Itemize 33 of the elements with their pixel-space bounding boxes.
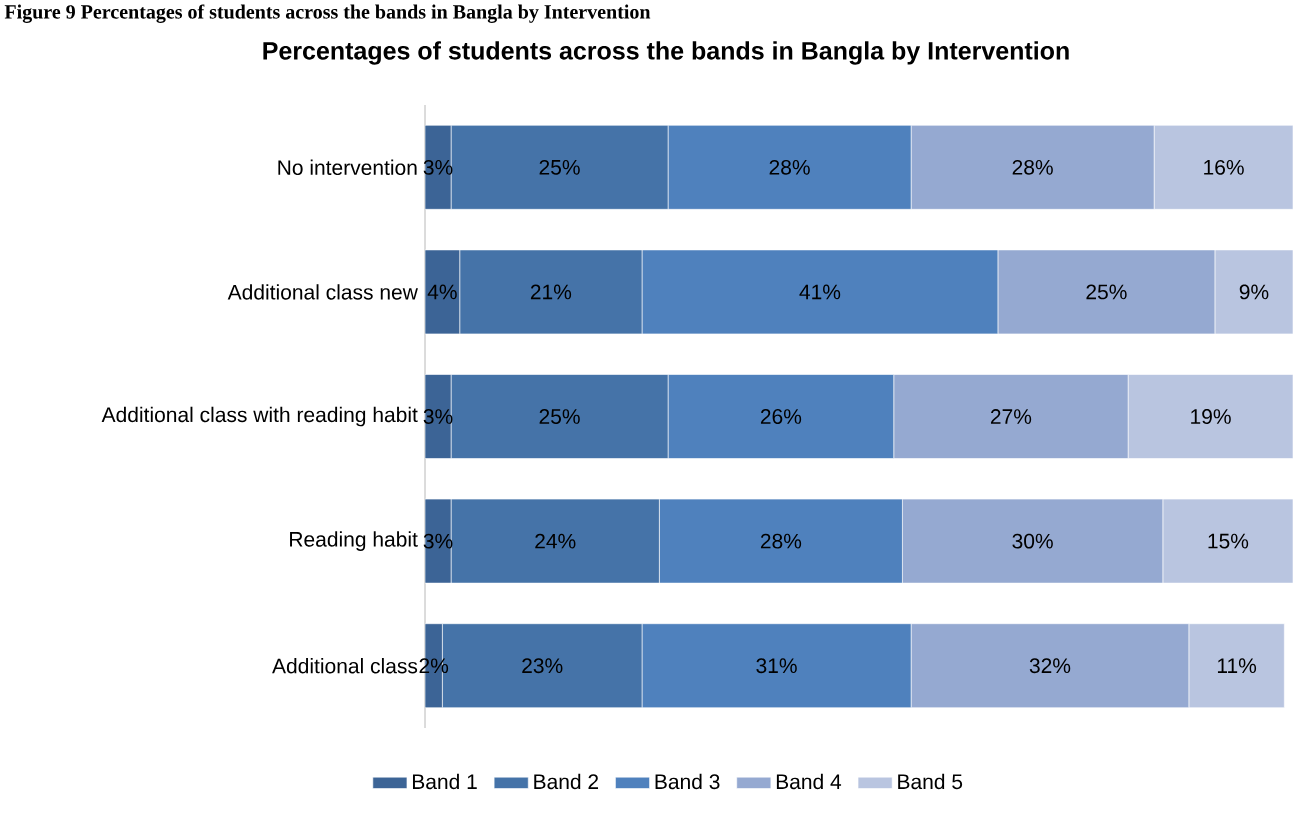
data-label: 26% bbox=[760, 409, 802, 424]
data-label: 28% bbox=[1012, 159, 1053, 175]
data-label: 21% bbox=[530, 284, 572, 300]
data-label: 24% bbox=[535, 533, 576, 549]
legend-label: Band 1 bbox=[412, 773, 477, 790]
data-label: 4% bbox=[427, 284, 457, 300]
legend-label: Band 2 bbox=[534, 773, 599, 790]
data-label: 32% bbox=[1029, 658, 1071, 674]
chart-title: Percentages of students across the bands in Bangla by Intervention bbox=[263, 41, 1069, 65]
data-label: 19% bbox=[1191, 409, 1231, 424]
caption: Figure 9 Percentages of students across the bands in Bangla by Intervention bbox=[4, 4, 651, 23]
data-label: 31% bbox=[756, 658, 797, 674]
y-tick-label: Additional class bbox=[272, 658, 418, 674]
data-label: 15% bbox=[1208, 533, 1249, 549]
y-tick-label: Additional class with reading habit bbox=[101, 406, 418, 427]
data-label: 25% bbox=[539, 159, 580, 175]
data-label: 28% bbox=[760, 533, 802, 549]
data-label: 41% bbox=[799, 284, 841, 300]
data-label: 27% bbox=[990, 409, 1032, 424]
y-tick-label: No intervention bbox=[278, 159, 417, 176]
data-label: 11% bbox=[1217, 658, 1257, 674]
data-label: 23% bbox=[522, 658, 563, 674]
data-label: 25% bbox=[539, 409, 580, 424]
data-label: 9% bbox=[1239, 284, 1269, 300]
legend-label: Band 4 bbox=[776, 773, 842, 790]
legend-label: Band 3 bbox=[655, 773, 720, 790]
y-tick-label: Reading habit bbox=[290, 531, 418, 551]
data-label: 28% bbox=[769, 159, 810, 175]
legend-label: Band 5 bbox=[898, 773, 963, 790]
data-label: 16% bbox=[1204, 159, 1244, 175]
y-tick-label: Additional class new bbox=[227, 284, 418, 300]
data-label: 30% bbox=[1012, 533, 1053, 549]
data-label: 25% bbox=[1086, 284, 1127, 300]
